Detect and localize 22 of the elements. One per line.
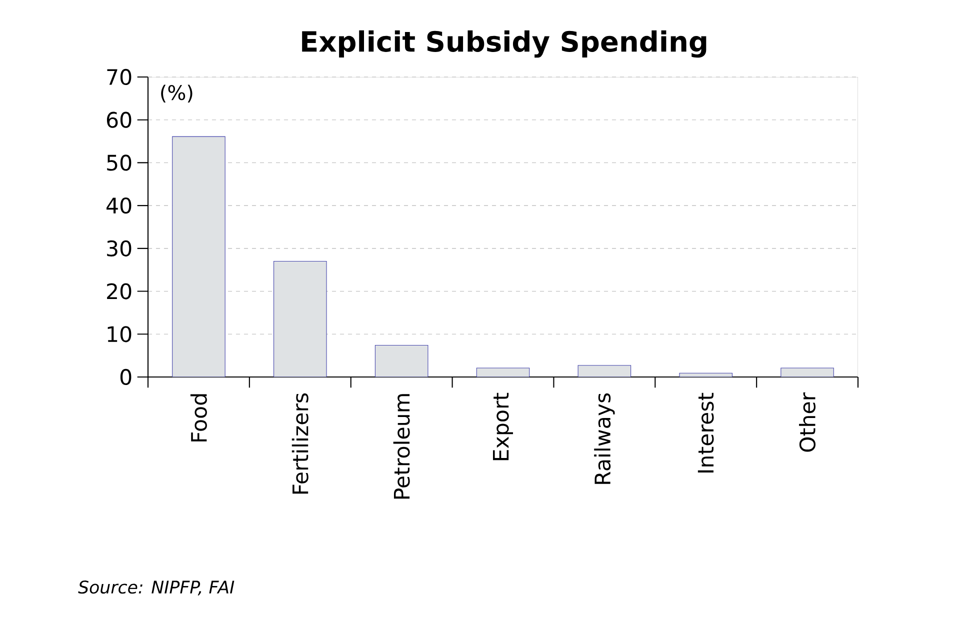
x-tick-label: Fertilizers xyxy=(292,393,308,494)
y-axis-title: (%) xyxy=(161,84,192,103)
x-tick-label: Railways xyxy=(594,393,615,484)
x-tick-label: Food xyxy=(190,394,207,442)
y-tick-label: 30 xyxy=(107,240,132,256)
y-tick-label: 0 xyxy=(120,368,132,386)
y-tick-label: 20 xyxy=(107,283,132,300)
x-tick-label: Export xyxy=(493,392,513,460)
y-tick-label: 60 xyxy=(106,112,132,128)
y-tick-label: 40 xyxy=(106,198,132,214)
y-tick-label: 10 xyxy=(108,326,132,342)
source-note: Source: NIPFP, FAI xyxy=(78,580,234,596)
bar xyxy=(172,136,226,377)
bar xyxy=(578,365,631,377)
x-tick-label: Petroleum xyxy=(393,394,410,499)
chart-title: Explicit Subsidy Spending xyxy=(302,30,706,58)
y-tick-label: 70 xyxy=(107,68,132,86)
bar xyxy=(374,345,428,377)
y-tick-label: 50 xyxy=(107,154,132,171)
bar xyxy=(274,261,327,377)
x-tick-label: Interest xyxy=(698,392,714,472)
x-tick-label: Other xyxy=(799,392,816,452)
